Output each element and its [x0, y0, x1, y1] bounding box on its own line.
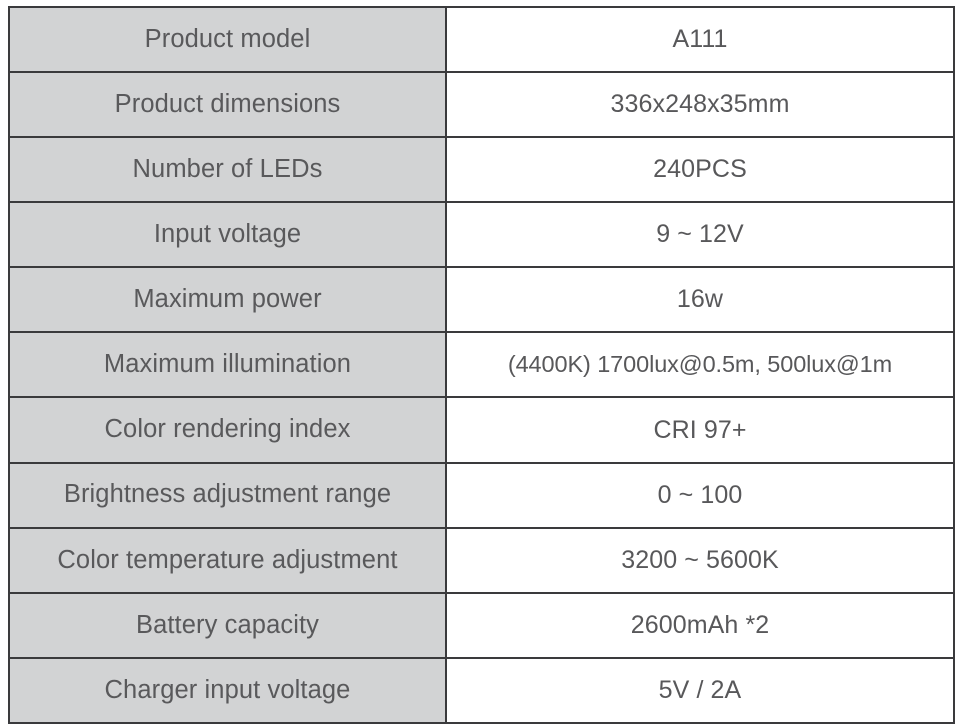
- spec-label-cell: Maximum power: [8, 266, 447, 334]
- spec-label-cell: Brightness adjustment range: [8, 461, 447, 529]
- spec-label-cell: Color temperature adjustment: [8, 526, 447, 594]
- spec-label-cell: Number of LEDs: [8, 136, 447, 204]
- spec-label-cell: Color rendering index: [8, 396, 447, 464]
- spec-label-cell: Input voltage: [8, 201, 447, 269]
- table-row: Maximum power 16w: [8, 266, 955, 334]
- spec-value-cell: 2600mAh *2: [445, 591, 955, 659]
- table-row: Color rendering index CRI 97+: [8, 396, 955, 464]
- spec-label-cell: Battery capacity: [8, 591, 447, 659]
- spec-label-cell: Maximum illumination: [8, 331, 447, 399]
- table-row: Charger input voltage 5V / 2A: [8, 656, 955, 724]
- product-specification-table: Product model A111 Product dimensions 336x2…: [8, 5, 955, 724]
- table-row: Number of LEDs 240PCS: [8, 136, 955, 204]
- spec-value-cell: 5V / 2A: [445, 656, 955, 724]
- spec-value-cell: CRI 97+: [445, 396, 955, 464]
- spec-label-cell: Product model: [8, 5, 447, 74]
- spec-value-cell: 0 ~ 100: [445, 461, 955, 529]
- spec-value-cell: 3200 ~ 5600K: [445, 526, 955, 594]
- spec-value-cell: 9 ~ 12V: [445, 201, 955, 269]
- spec-table-body: Product model A111 Product dimensions 336x2…: [8, 5, 955, 724]
- spec-table-container: Product model A111 Product dimensions 336x2…: [8, 5, 955, 724]
- spec-value-cell: 336x248x35mm: [445, 71, 955, 139]
- table-row: Product dimensions 336x248x35mm: [8, 71, 955, 139]
- spec-value-cell: (4400K) 1700lux@0.5m, 500lux@1m: [445, 331, 955, 399]
- spec-label-cell: Charger input voltage: [8, 656, 447, 724]
- table-row: Color temperature adjustment 3200 ~ 5600K: [8, 526, 955, 594]
- table-row: Battery capacity 2600mAh *2: [8, 591, 955, 659]
- spec-value-cell: 16w: [445, 266, 955, 334]
- table-row: Input voltage 9 ~ 12V: [8, 201, 955, 269]
- spec-value-cell: A111: [445, 5, 955, 74]
- table-row: Product model A111: [8, 5, 955, 74]
- spec-value-cell: 240PCS: [445, 136, 955, 204]
- spec-label-cell: Product dimensions: [8, 71, 447, 139]
- table-row: Brightness adjustment range 0 ~ 100: [8, 461, 955, 529]
- table-row: Maximum illumination (4400K) 1700lux@0.5m…: [8, 331, 955, 399]
